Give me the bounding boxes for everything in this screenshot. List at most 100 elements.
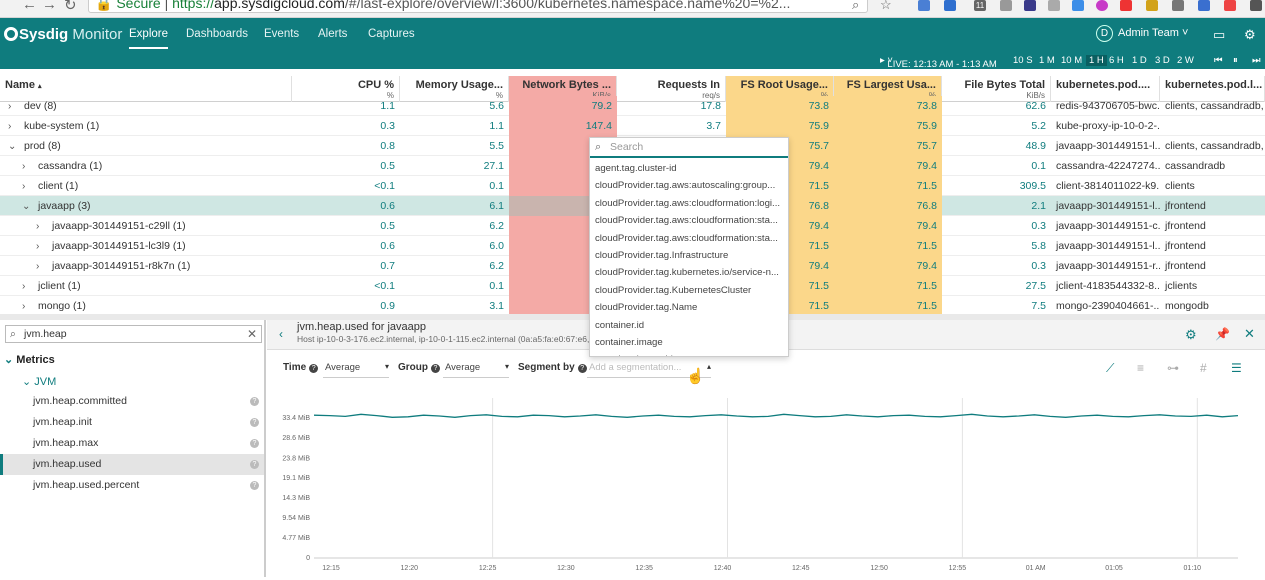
segment-option[interactable]: cloudProvider.tag.aws:cloudformation:sta… [595, 232, 778, 244]
segment-option[interactable]: cloudProvider.tag.aws:cloudformation:log… [595, 197, 781, 209]
help-icon[interactable]: ? [250, 481, 259, 490]
skip-back-icon[interactable]: ⏮ [1214, 55, 1223, 66]
extension-icon[interactable] [1172, 0, 1184, 11]
segment-option[interactable]: container.image.id [590, 351, 788, 356]
segment-option[interactable]: cloudProvider.tag.kubernetes.io/service-… [595, 267, 779, 279]
nav-dashboards[interactable]: Dashboards [186, 28, 249, 40]
sysdig-logo[interactable]: Sysdig Monitor [4, 26, 122, 43]
extension-icon[interactable] [1120, 0, 1132, 11]
row-name[interactable]: › kube-system (1) [0, 116, 292, 136]
extension-icon[interactable] [1224, 0, 1236, 11]
group-aggregation-select[interactable]: Average ▾ [443, 360, 509, 378]
pin-icon[interactable]: 📌 [1215, 327, 1230, 341]
skip-forward-icon[interactable]: ⏭ [1252, 55, 1261, 66]
notifications-icon[interactable]: ⚙ [1244, 27, 1256, 42]
screen-icon[interactable]: ▭ [1213, 27, 1226, 42]
clear-icon[interactable]: ✕ [246, 327, 257, 341]
extension-icon[interactable] [1000, 0, 1012, 11]
extension-icon[interactable] [1250, 0, 1262, 11]
metric-item[interactable]: jvm.heap.committed? [0, 391, 264, 412]
range-1m[interactable]: 1 M [1039, 55, 1055, 66]
range-1d[interactable]: 1 D [1132, 55, 1147, 66]
team-menu[interactable]: D Admin Team ˅ [1096, 25, 1188, 42]
extension-icon[interactable] [1146, 0, 1158, 11]
help-icon[interactable]: ? [250, 439, 259, 448]
segment-option[interactable]: container.image [595, 336, 663, 348]
tree-metrics[interactable]: ⌄ Metrics [4, 353, 55, 366]
col-memory[interactable]: Memory Usage...% [400, 76, 509, 102]
line-chart-icon[interactable]: ⟋ [1106, 361, 1115, 375]
extension-icon[interactable] [1096, 0, 1108, 11]
segment-option[interactable]: cloudProvider.tag.aws:autoscaling:group.… [595, 180, 776, 192]
row-name[interactable]: › javaapp-301449151-r8k7n (1) [0, 256, 292, 276]
metric-item[interactable]: jvm.heap.max? [0, 433, 264, 454]
col-cpu[interactable]: CPU %% [292, 76, 400, 102]
extension-icon[interactable] [1072, 0, 1084, 11]
chevron-down-icon[interactable]: ⌄ [8, 141, 17, 152]
row-name[interactable]: › javaapp-301449151-lc3l9 (1) [0, 236, 292, 256]
extension-icon[interactable] [918, 0, 930, 11]
table-row[interactable]: › dev (8) 1.1 5.6 79.2 17.8 73.8 73.8 62.6 redis-… [0, 96, 1265, 116]
collapse-left-icon[interactable]: ‹ [279, 327, 283, 341]
segment-option[interactable]: cloudProvider.tag.Infrastructure [595, 249, 729, 261]
extension-icon[interactable] [1048, 0, 1060, 11]
bookmark-star-icon[interactable]: ☆ [880, 0, 892, 12]
row-name[interactable]: › dev (8) [0, 96, 292, 116]
pause-icon[interactable]: ⏸ [1233, 55, 1238, 66]
chevron-right-icon[interactable]: › [8, 101, 12, 112]
bar-chart-icon[interactable]: ≡ [1137, 361, 1145, 375]
col-filebytes[interactable]: File Bytes Total KiB/s [942, 76, 1051, 102]
row-name[interactable]: › jclient (1) [0, 276, 292, 296]
chevron-right-icon[interactable]: › [22, 281, 26, 292]
range-10m[interactable]: 10 M [1061, 55, 1083, 66]
help-icon[interactable]: ? [250, 397, 259, 406]
range-2w[interactable]: 2 W [1177, 55, 1194, 66]
tree-jvm[interactable]: ⌄ JVM [22, 375, 56, 388]
row-name[interactable]: › mongo (1) [0, 296, 292, 314]
number-icon[interactable]: # [1200, 361, 1207, 375]
table-icon[interactable]: ☰ [1231, 361, 1242, 375]
extension-icon[interactable] [944, 0, 956, 11]
metric-item[interactable]: jvm.heap.init? [0, 412, 264, 433]
search-page-icon[interactable]: ⌕ [852, 0, 860, 12]
back-icon[interactable]: ← [22, 0, 37, 13]
help-icon[interactable]: ? [250, 460, 259, 469]
chevron-down-icon[interactable]: ⌄ [22, 201, 31, 212]
segment-option[interactable]: agent.tag.cluster-id [595, 163, 677, 174]
table-row[interactable]: › kube-system (1) 0.3 1.1 147.4 3.7 75.9 75.9 5.… [0, 116, 1265, 136]
col-name[interactable]: Name ▴ [0, 76, 292, 102]
help-icon[interactable]: ? [309, 364, 319, 373]
col-pod[interactable]: kubernetes.pod.... [1051, 76, 1160, 102]
range-3d[interactable]: 3 D [1155, 55, 1170, 66]
chevron-right-icon[interactable]: › [36, 221, 40, 232]
segment-option[interactable]: container.id [595, 319, 645, 331]
segment-option[interactable]: cloudProvider.tag.KubernetesCluster [595, 284, 752, 296]
series-line[interactable] [313, 413, 1239, 418]
segment-search-input[interactable]: ⌕ Search [590, 138, 788, 158]
live-time-range[interactable]: ▸ LIVE: 12:13 AM - 1:13 AM ˅ [880, 55, 997, 70]
forward-icon[interactable]: → [42, 0, 57, 13]
range-6h[interactable]: 6 H [1109, 55, 1124, 66]
help-icon[interactable]: ? [431, 364, 440, 373]
nav-captures[interactable]: Captures [368, 28, 415, 40]
time-aggregation-select[interactable]: Average ▾ [323, 360, 389, 378]
segment-option[interactable]: cloudProvider.tag.Name [595, 302, 698, 314]
chevron-right-icon[interactable]: › [22, 161, 26, 172]
metric-item[interactable]: jvm.heap.used? [0, 454, 264, 475]
extension-icon[interactable] [1198, 0, 1210, 11]
toplist-icon[interactable]: ⊶ [1167, 361, 1179, 375]
range-1h[interactable]: 1 H [1086, 55, 1107, 66]
chevron-right-icon[interactable]: › [22, 301, 26, 312]
settings-gear-icon[interactable]: ⚙ [1185, 327, 1197, 342]
segment-option[interactable]: cloudProvider.tag.aws:cloudformation:sta… [595, 215, 778, 227]
row-name[interactable]: › cassandra (1) [0, 156, 292, 176]
chevron-right-icon[interactable]: › [36, 261, 40, 272]
nav-explore[interactable]: Explore [129, 28, 168, 49]
row-name[interactable]: › javaapp-301449151-c29ll (1) [0, 216, 292, 236]
help-icon[interactable]: ? [250, 418, 259, 427]
reload-icon[interactable]: ↻ [64, 0, 77, 14]
extension-badge-icon[interactable]: 11 [974, 0, 986, 11]
segment-input[interactable]: Add a segmentation... ▴ [587, 360, 711, 378]
help-icon[interactable]: ? [577, 364, 587, 373]
row-name[interactable]: ⌄ javaapp (3) [0, 196, 292, 216]
